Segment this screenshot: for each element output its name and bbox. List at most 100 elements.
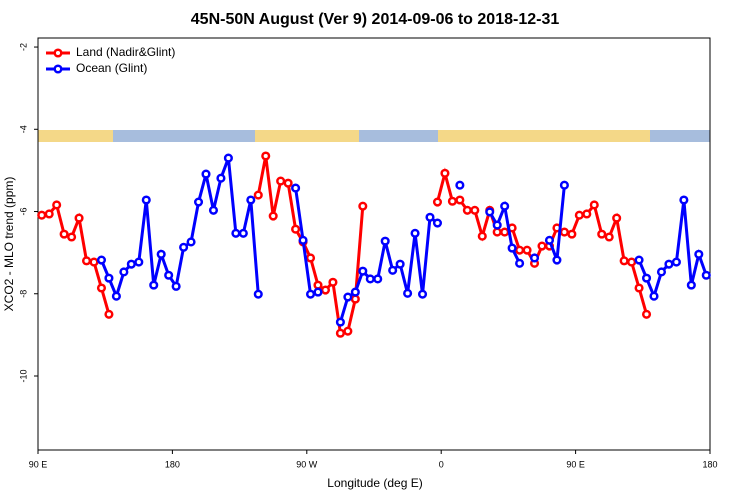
data-point xyxy=(313,287,323,297)
data-point xyxy=(328,277,338,287)
data-point xyxy=(216,173,226,183)
data-point xyxy=(358,266,368,276)
data-point xyxy=(298,235,308,245)
data-point xyxy=(403,288,413,298)
data-point xyxy=(559,180,569,190)
data-point xyxy=(597,229,607,239)
data-point xyxy=(492,220,502,230)
legend-label: Land (Nadir&Glint) xyxy=(76,45,175,59)
data-point xyxy=(649,291,659,301)
data-point xyxy=(380,236,390,246)
data-point xyxy=(343,326,353,336)
data-point xyxy=(171,281,181,291)
data-point xyxy=(320,285,331,295)
data-point xyxy=(500,201,510,211)
data-point xyxy=(656,267,667,277)
data-point xyxy=(365,274,375,284)
data-point xyxy=(59,229,69,239)
data-point xyxy=(193,197,204,207)
data-point xyxy=(417,289,428,299)
x-tick-label: 90 E xyxy=(566,459,585,469)
data-point xyxy=(104,273,114,283)
data-point xyxy=(96,283,107,293)
data-point xyxy=(604,232,614,242)
data-point xyxy=(291,183,301,193)
data-point xyxy=(335,328,345,338)
data-point xyxy=(37,210,47,220)
data-point xyxy=(291,224,301,234)
plot-frame xyxy=(37,37,711,451)
legend-marker xyxy=(53,48,63,58)
data-point xyxy=(201,169,211,179)
x-tick-label: 180 xyxy=(702,459,717,469)
data-point xyxy=(634,283,644,293)
data-point xyxy=(126,259,136,269)
data-point xyxy=(358,201,368,211)
y-tick-label: -2 xyxy=(18,43,28,51)
data-point xyxy=(81,256,92,266)
x-tick-label: 90 E xyxy=(29,459,48,469)
data-point xyxy=(350,294,360,304)
data-point xyxy=(582,209,592,219)
data-point xyxy=(679,195,689,205)
data-point xyxy=(283,178,293,188)
data-point xyxy=(395,259,405,269)
data-point xyxy=(634,255,644,265)
data-point xyxy=(485,207,495,217)
data-point xyxy=(477,231,487,241)
data-point xyxy=(276,176,286,186)
data-point xyxy=(343,292,353,302)
data-point xyxy=(447,196,457,206)
data-point xyxy=(246,195,256,205)
x-tick-label: 180 xyxy=(165,459,180,469)
land-strip xyxy=(38,130,113,142)
data-point xyxy=(388,265,398,275)
data-point xyxy=(470,205,480,215)
data-point xyxy=(238,228,248,238)
data-point xyxy=(455,195,465,205)
data-point xyxy=(335,317,345,327)
data-point xyxy=(559,227,569,237)
data-point xyxy=(350,287,360,297)
data-point xyxy=(507,243,517,253)
data-point xyxy=(261,151,271,161)
data-point xyxy=(425,212,435,222)
data-point xyxy=(492,227,502,237)
data-point xyxy=(529,253,540,263)
data-point xyxy=(179,242,189,252)
data-point xyxy=(410,228,420,238)
data-point xyxy=(552,255,562,265)
data-point xyxy=(567,229,577,239)
map-strip xyxy=(38,130,710,142)
data-point xyxy=(111,291,121,301)
data-point xyxy=(44,209,54,219)
data-point xyxy=(313,280,323,290)
data-point xyxy=(619,256,629,266)
y-tick-label: -4 xyxy=(18,125,28,133)
land-strip xyxy=(255,130,359,142)
data-point xyxy=(208,205,219,215)
data-point xyxy=(664,259,674,269)
data-point xyxy=(462,205,472,215)
data-point xyxy=(537,241,547,251)
y-tick-label: -8 xyxy=(18,290,28,298)
data-point xyxy=(641,273,652,283)
data-point xyxy=(522,245,532,255)
data-point xyxy=(253,289,263,299)
data-point xyxy=(104,309,114,319)
data-point xyxy=(627,257,637,267)
data-point xyxy=(119,267,129,277)
data-point xyxy=(686,280,696,290)
data-point xyxy=(574,210,584,220)
x-tick-label: 0 xyxy=(439,459,444,469)
data-point xyxy=(253,190,263,200)
data-point xyxy=(544,235,555,245)
data-point xyxy=(694,249,704,259)
y-tick-label: -6 xyxy=(18,208,28,216)
land-strip xyxy=(438,130,650,142)
x-axis-label: Longitude (deg E) xyxy=(327,476,422,490)
data-point xyxy=(305,289,316,299)
data-point xyxy=(52,200,62,210)
